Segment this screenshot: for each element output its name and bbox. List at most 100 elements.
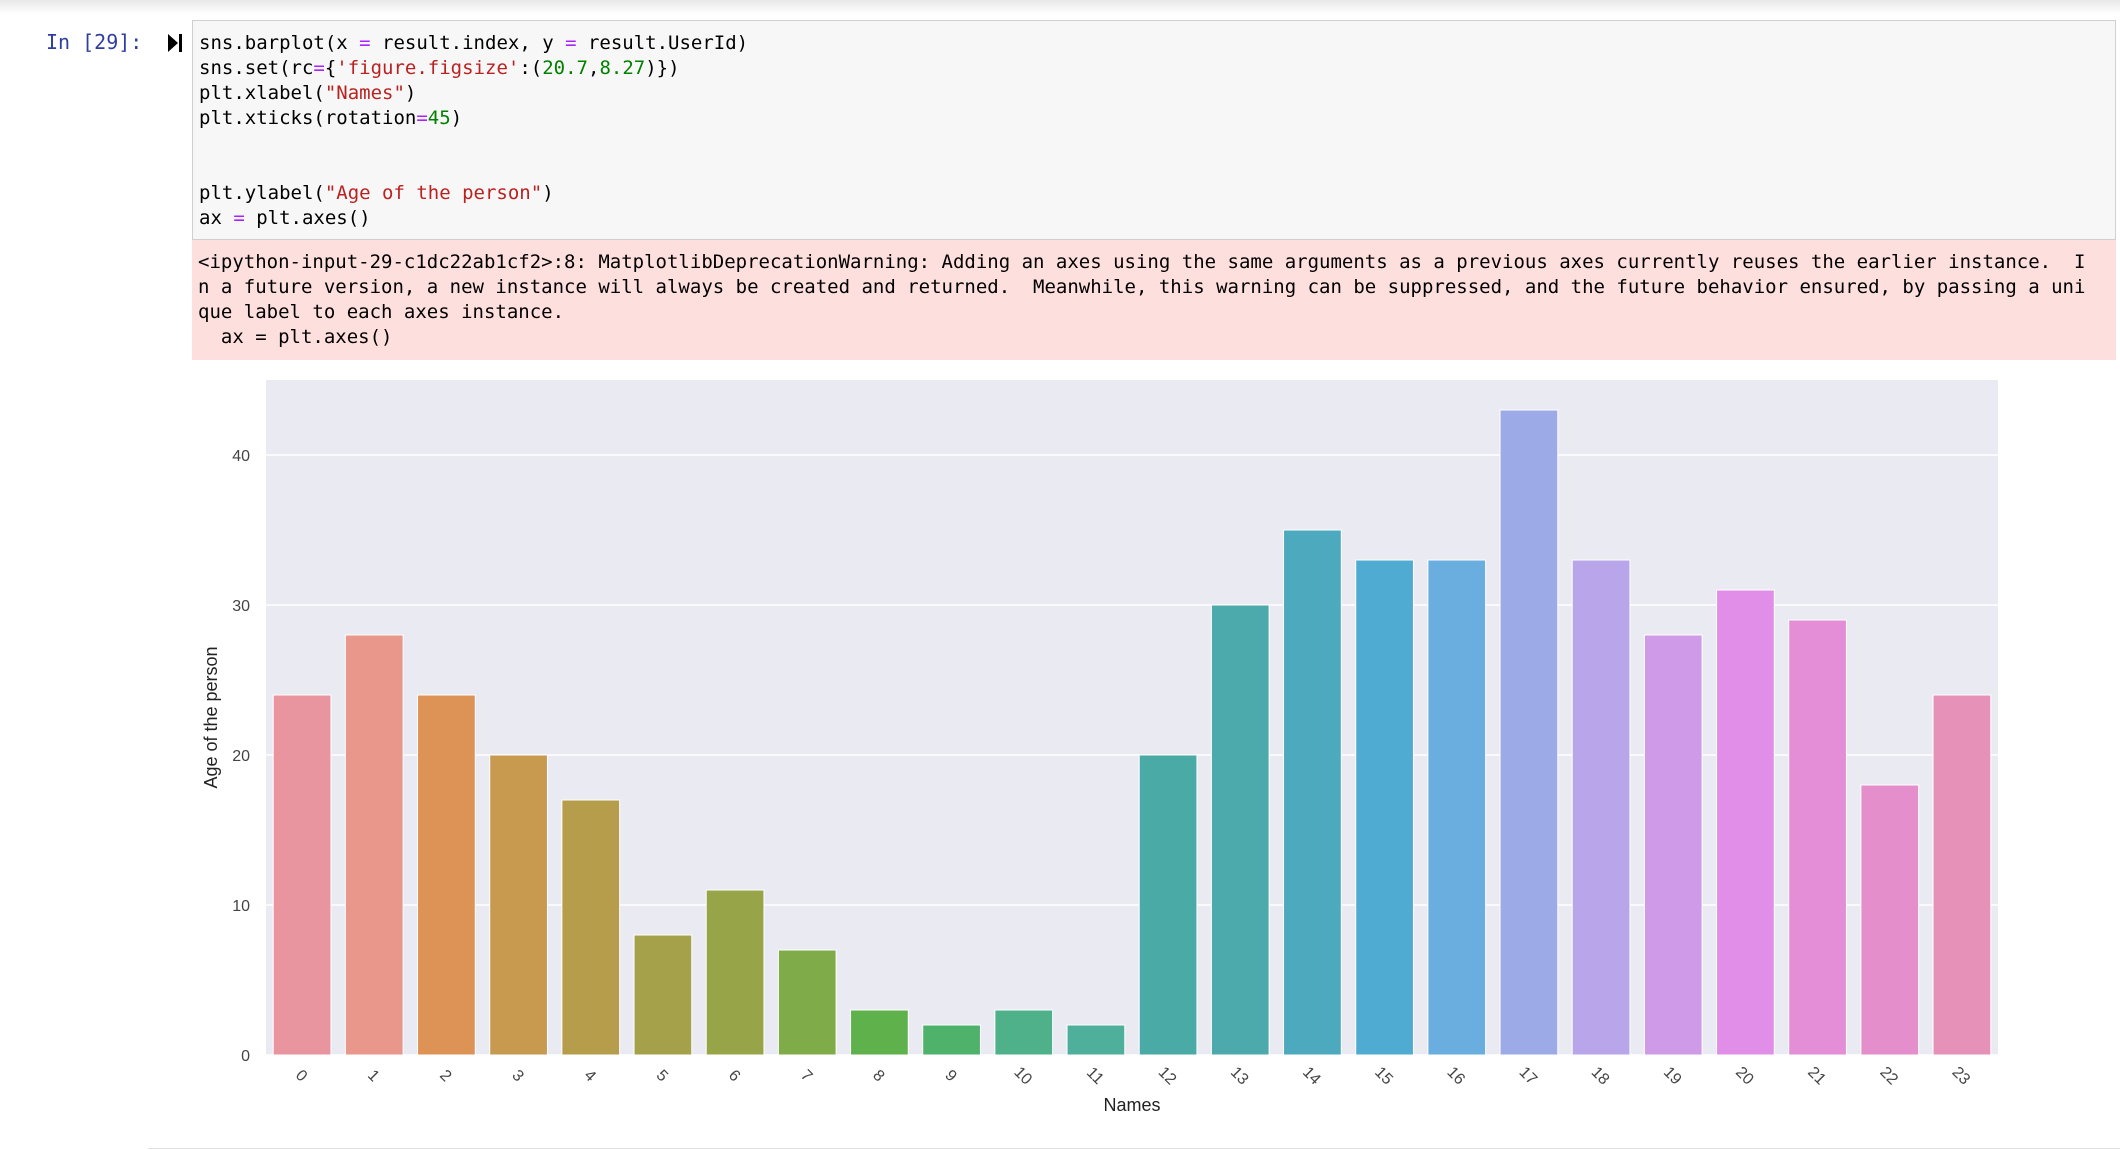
y-axis-label: Age of the person <box>201 646 221 788</box>
y-tick-label: 40 <box>232 448 250 465</box>
x-tick-label: 7 <box>797 1067 815 1085</box>
bar-8 <box>850 1009 909 1056</box>
code-token: 'figure.figsize' <box>336 57 520 79</box>
bar-0 <box>272 694 332 1056</box>
code-line: plt.xlabel("Names") <box>199 81 748 106</box>
code-token: plt.xlabel( <box>199 82 325 104</box>
x-tick-label: 0 <box>292 1067 310 1085</box>
code-token: = <box>233 207 245 229</box>
code-line: plt.xticks(rotation=45) <box>199 106 748 131</box>
bar-21 <box>1788 619 1847 1056</box>
code-token: plt.axes() <box>244 207 371 229</box>
code-token: "Names" <box>324 82 405 104</box>
code-line: sns.set(rc={'figure.figsize':(20.7,8.27)… <box>199 56 748 81</box>
code-token: 45 <box>427 107 451 129</box>
y-tick-label: 30 <box>232 598 250 615</box>
code-token: , <box>587 57 600 79</box>
code-token: plt.xticks(rotation <box>199 107 417 129</box>
code-token: :( <box>519 57 543 79</box>
x-tick-label: 15 <box>1371 1064 1396 1089</box>
x-tick-label: 11 <box>1083 1064 1107 1088</box>
y-tick-label: 0 <box>241 1048 250 1065</box>
x-tick-label: 19 <box>1660 1064 1685 1089</box>
y-tick-label: 20 <box>232 748 250 765</box>
code-token: sns.set(rc <box>199 57 314 79</box>
code-line: sns.barplot(x = result.index, y = result… <box>199 31 748 56</box>
x-tick-label: 10 <box>1010 1064 1035 1089</box>
bar-9 <box>922 1024 981 1056</box>
x-axis-label: Names <box>1103 1095 1160 1115</box>
code-token: = <box>313 57 325 79</box>
bar-14 <box>1283 529 1342 1056</box>
bar-16 <box>1427 559 1487 1056</box>
code-token: sns.barplot(x <box>199 32 360 54</box>
code-cell-editor[interactable]: sns.barplot(x = result.index, y = result… <box>192 20 2116 240</box>
code-token: "Age of the person" <box>324 182 543 204</box>
chart-output: 0 10 20 30 40 0 1 2 3 4 5 6 7 8 9 10 11 12 13 14 15 16 17 18 19 2… <box>192 372 2116 1132</box>
x-tick-label: 5 <box>653 1067 671 1085</box>
code-token: ) <box>450 107 463 129</box>
bar-11 <box>1066 1024 1126 1056</box>
code-token: result.UserId) <box>576 32 749 54</box>
bar-19 <box>1643 634 1703 1056</box>
top-shadow <box>0 0 2120 14</box>
x-tick-label: 12 <box>1155 1064 1180 1089</box>
code-token: )}) <box>645 57 680 79</box>
code-token: ) <box>404 82 417 104</box>
bar-2 <box>417 694 476 1056</box>
x-tick-label: 9 <box>941 1067 959 1085</box>
x-tick-label: 1 <box>364 1067 382 1085</box>
bar-23 <box>1932 694 1992 1056</box>
bar-12 <box>1138 754 1198 1056</box>
x-tick-label: 16 <box>1443 1064 1468 1089</box>
x-tick-label: 23 <box>1949 1064 1974 1089</box>
bar-18 <box>1571 559 1631 1056</box>
stderr-line: ax = plt.axes() <box>198 326 393 348</box>
code-token: result.index, y <box>370 32 566 54</box>
bar-4 <box>561 799 621 1056</box>
cell-divider <box>148 1148 2120 1149</box>
code-token: plt.ylabel( <box>199 182 325 204</box>
code-token: 20.7 <box>542 57 588 79</box>
bar-20 <box>1716 589 1775 1056</box>
code-token: 8.27 <box>599 57 646 79</box>
y-tick-label: 10 <box>232 898 250 915</box>
x-tick-label: 3 <box>508 1067 526 1085</box>
stderr-output: <ipython-input-29-c1dc22ab1cf2>:8: Matpl… <box>192 240 2116 360</box>
bar-13 <box>1210 604 1270 1056</box>
bar-17 <box>1499 409 1559 1056</box>
bar-10 <box>994 1009 1054 1056</box>
run-cell-icon[interactable] <box>166 32 184 54</box>
stderr-line: que label to each axes instance. <box>198 301 565 323</box>
x-tick-label: 22 <box>1876 1064 1901 1089</box>
stderr-line: <ipython-input-29-c1dc22ab1cf2>:8: Matpl… <box>198 251 2086 273</box>
bar-6 <box>705 889 765 1056</box>
stderr-text: <ipython-input-29-c1dc22ab1cf2>:8: Matpl… <box>198 250 2108 350</box>
x-tick-label: 14 <box>1299 1064 1324 1089</box>
x-tick-label: 20 <box>1732 1064 1757 1089</box>
x-tick-label: 18 <box>1588 1064 1613 1089</box>
x-tick-label: 4 <box>581 1067 599 1085</box>
bar-3 <box>489 754 548 1056</box>
code-token: ) <box>542 182 554 204</box>
code-token: { <box>324 57 337 79</box>
bar-7 <box>777 949 837 1056</box>
code-line: plt.ylabel("Age of the person") <box>199 181 748 206</box>
code-token: = <box>416 107 428 129</box>
stderr-line: n a future version, a new instance will … <box>198 276 2086 298</box>
bar-1 <box>344 634 404 1056</box>
code-token: ax <box>199 207 234 229</box>
code-token: = <box>359 32 371 54</box>
x-tick-label: 6 <box>725 1067 743 1085</box>
bar-15 <box>1355 559 1414 1056</box>
x-tick-label: 17 <box>1516 1064 1541 1089</box>
code-line <box>199 131 748 156</box>
x-tick-label: 8 <box>869 1067 887 1085</box>
bar-22 <box>1860 784 1920 1056</box>
x-tick-label: 13 <box>1227 1064 1252 1089</box>
bar-5 <box>633 934 693 1056</box>
x-tick-label: 21 <box>1804 1064 1829 1089</box>
code-line: ax = plt.axes() <box>199 206 748 231</box>
input-prompt: In [29]: <box>46 30 143 54</box>
